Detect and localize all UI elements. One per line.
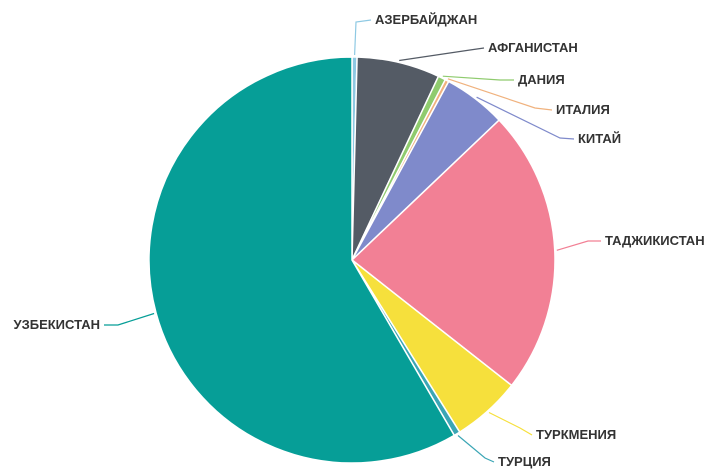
leader-line-4 bbox=[476, 96, 575, 140]
slice-label-7: ТУРЦИЯ bbox=[498, 454, 551, 469]
leader-line-5 bbox=[556, 240, 601, 251]
leader-line-0 bbox=[354, 19, 372, 56]
leader-line-3 bbox=[447, 78, 553, 111]
slice-label-1: АФГАНИСТАН bbox=[488, 40, 578, 55]
leader-line-7 bbox=[457, 435, 495, 463]
slice-label-0: АЗЕРБАЙДЖАН bbox=[375, 12, 477, 27]
slice-label-8: УЗБЕКИСТАН bbox=[14, 317, 101, 332]
slice-label-4: КИТАЙ bbox=[578, 131, 621, 146]
leader-lines-layer bbox=[104, 19, 601, 463]
slice-label-2: ДАНИЯ bbox=[518, 72, 565, 87]
leader-line-1 bbox=[399, 47, 485, 62]
slice-label-3: ИТАЛИЯ bbox=[556, 102, 610, 117]
slice-label-6: ТУРКМЕНИЯ bbox=[536, 427, 616, 442]
leader-line-6 bbox=[488, 411, 533, 436]
leader-line-2 bbox=[442, 75, 514, 81]
pie-slice-5 bbox=[350, 119, 556, 387]
pie-slice-8 bbox=[148, 56, 456, 464]
slices-layer bbox=[148, 56, 556, 464]
slice-label-5: ТАДЖИКИСТАН bbox=[605, 233, 705, 248]
leader-line-8 bbox=[104, 312, 155, 326]
labels-layer: АЗЕРБАЙДЖАН АФГАНИСТАН ДАНИЯ ИТАЛИЯ КИТАЙ ТАД… bbox=[14, 12, 705, 469]
